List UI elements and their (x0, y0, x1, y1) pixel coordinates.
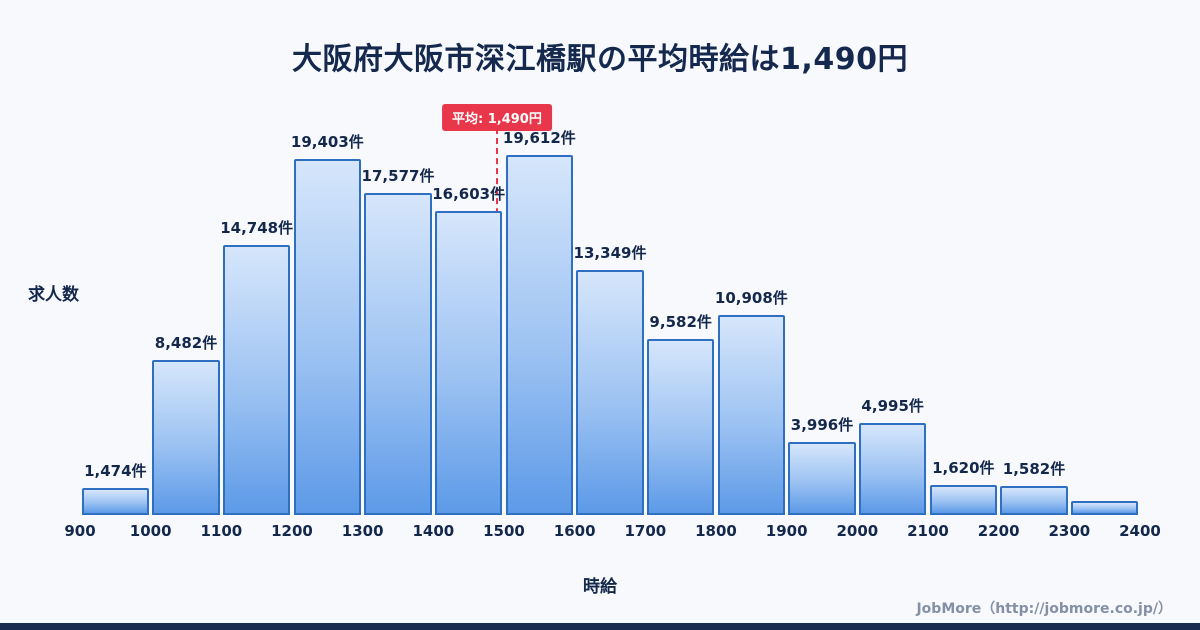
bar-value-label: 17,577件 (361, 166, 435, 185)
x-axis-label: 時給 (583, 577, 617, 597)
histogram-bar (788, 441, 856, 515)
wage-histogram-plot: 平均: 1,490円 1,474件 8,482件 14,748件 19,403件 17,… (80, 104, 1140, 515)
x-axis-tick: 2400 (1119, 522, 1161, 540)
histogram-bar (929, 485, 998, 515)
x-axis-tick: 1100 (200, 522, 243, 540)
bar-value-label: 1,582件 (1002, 460, 1066, 478)
histogram-bar (1070, 500, 1139, 515)
bar-value-label: 3,996件 (790, 415, 854, 434)
page-title: 大阪府大阪市深江橋駅の平均時給は1,490円 (292, 42, 908, 77)
x-axis-tick: 1700 (624, 522, 667, 540)
histogram-bar (505, 155, 574, 515)
bar-value-label: 19,403件 (290, 133, 364, 152)
x-axis-ticks: 900 1000 1100 1200 1300 1400 1500 1600 1700 1800 1… (64, 522, 1161, 542)
histogram-bar (576, 270, 644, 515)
histogram-bar (1000, 486, 1068, 515)
x-axis-tick: 2100 (907, 522, 949, 540)
x-axis-tick: 1000 (129, 522, 172, 540)
footer-credit: JobMore（http://jobmore.co.jp/） (916, 601, 1172, 617)
x-axis-tick: 1600 (553, 522, 596, 540)
histogram-bar (152, 359, 220, 515)
bar-value-label: 4,995件 (861, 397, 924, 416)
bar-value-label: 13,349件 (573, 244, 647, 263)
x-axis-tick: 2000 (836, 522, 879, 540)
histogram-bar (434, 210, 503, 515)
bottom-accent-bar (0, 623, 1200, 630)
x-axis-tick: 2300 (1048, 522, 1091, 540)
histogram-bar (717, 315, 786, 515)
x-axis-tick: 1300 (341, 522, 384, 540)
histogram-bar (858, 423, 927, 515)
x-axis-tick: 1200 (271, 522, 313, 540)
y-axis-label: 求人数 (28, 285, 79, 305)
bar-value-label: 19,612件 (502, 129, 576, 148)
bar-value-label: 10,908件 (714, 289, 788, 308)
histogram-bar (81, 487, 150, 515)
bar-value-label: 8,482件 (154, 333, 218, 352)
histogram-bar (293, 159, 362, 515)
x-axis-tick: 1900 (765, 522, 808, 540)
bar-value-label: 14,748件 (220, 218, 294, 237)
x-axis-tick: 2200 (977, 522, 1020, 540)
x-axis-tick: 1500 (483, 522, 525, 540)
average-badge: 平均: 1,490円 (441, 104, 552, 131)
x-axis-tick: 1400 (412, 522, 455, 540)
x-axis-tick: 900 (64, 522, 96, 540)
x-axis-tick: 1800 (695, 522, 737, 540)
histogram-bar (364, 192, 432, 515)
bar-value-label: 1,620件 (932, 459, 995, 478)
bar-value-label: 9,582件 (649, 313, 712, 332)
histogram-bar (222, 244, 291, 515)
bar-value-label: 1,474件 (84, 461, 147, 480)
bar-value-label: 16,603件 (432, 184, 506, 203)
histogram-bar (646, 339, 715, 515)
